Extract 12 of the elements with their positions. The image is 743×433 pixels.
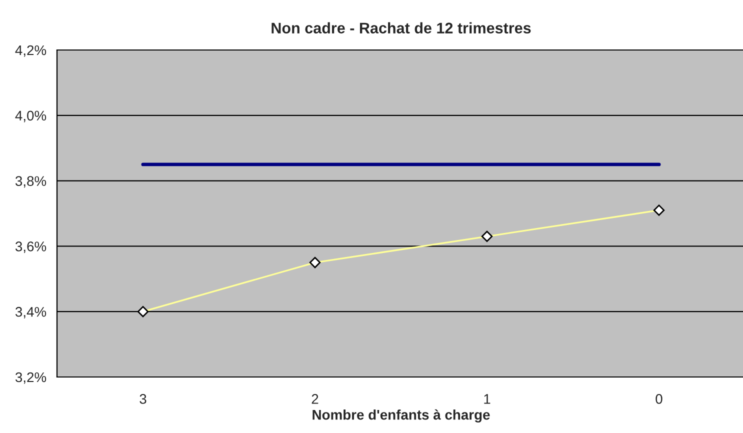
chart-title: Non cadre - Rachat de 12 trimestres <box>272 22 531 34</box>
x-axis-title: Nombre d'enfants à charge <box>312 409 490 423</box>
y-tick-label: 3,6% <box>15 242 46 254</box>
y-tick-label: 3,2% <box>15 372 46 384</box>
y-tick-label: 3,4% <box>15 306 46 318</box>
x-tick-label: 3 <box>140 394 146 404</box>
y-tick-label: 4,2% <box>15 45 46 57</box>
y-tick-label: 4,0% <box>15 110 46 122</box>
x-tick-label: 2 <box>312 394 318 404</box>
y-tick-label: 3,8% <box>15 176 46 188</box>
x-tick-label: 0 <box>656 394 662 404</box>
x-tick-label: 1 <box>484 394 490 404</box>
